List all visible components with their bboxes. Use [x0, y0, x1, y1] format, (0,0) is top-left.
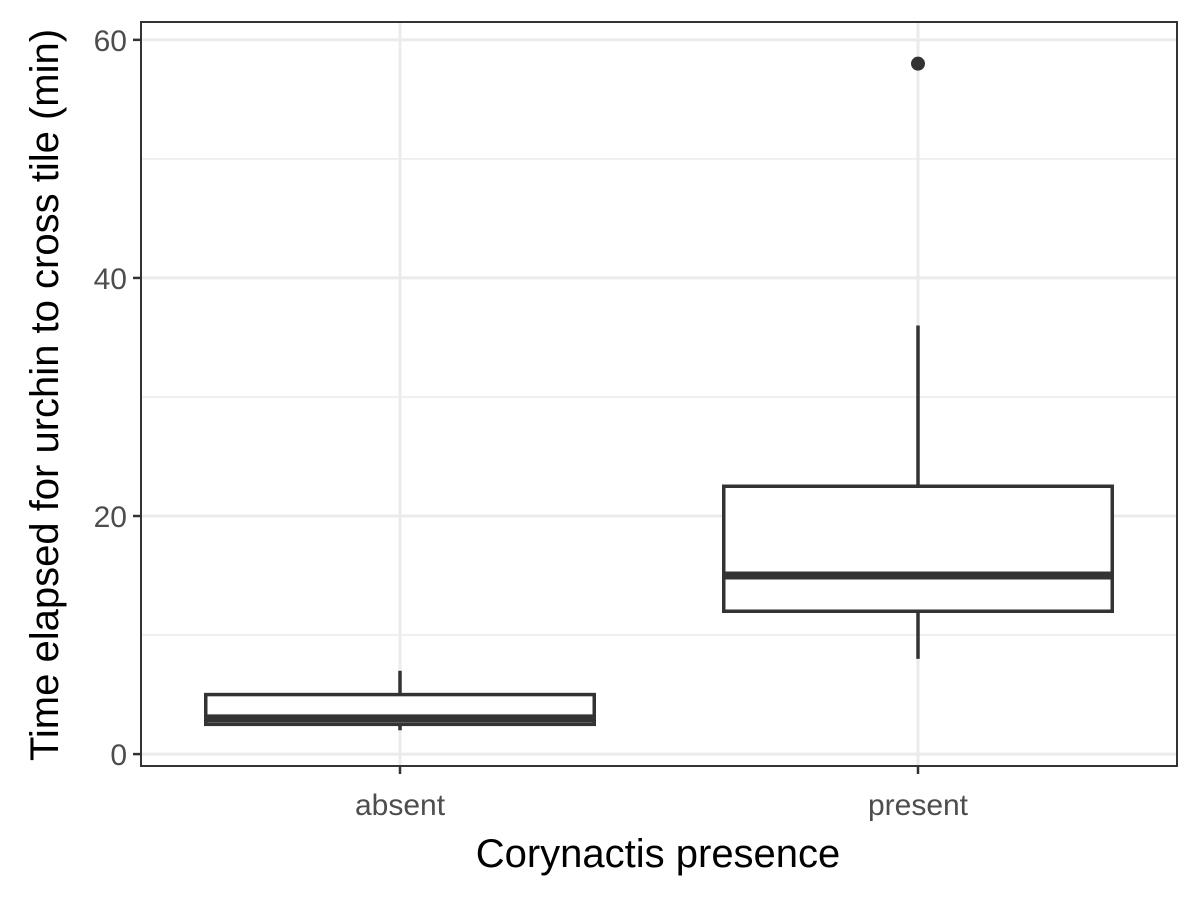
x-tick-label: present	[868, 789, 969, 822]
box-iqr	[722, 484, 1114, 613]
panel-border	[140, 21, 1178, 767]
y-tick-label: 40	[94, 263, 127, 296]
boxes	[204, 56, 1114, 731]
axis-ticks: 0 20 40 60 absent present	[94, 25, 969, 822]
y-tick-label: 60	[94, 25, 127, 58]
grid-lines	[141, 22, 1177, 766]
y-tick-label: 20	[94, 501, 127, 534]
outlier-point	[911, 56, 925, 71]
x-tick-label: absent	[355, 789, 446, 822]
x-axis-title: Corynactis presence	[476, 832, 841, 876]
box-absent	[204, 670, 596, 731]
box-present	[722, 56, 1114, 659]
y-axis-title: Time elapsed for urchin to cross tile (m…	[23, 29, 67, 761]
y-tick-label: 0	[110, 739, 127, 772]
